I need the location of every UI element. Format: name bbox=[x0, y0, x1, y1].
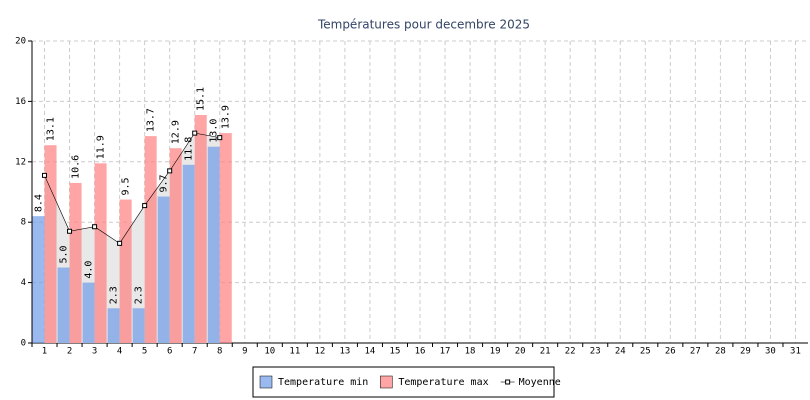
x-tick-label: 19 bbox=[490, 347, 501, 357]
x-tick-label: 9 bbox=[242, 347, 247, 357]
x-tick-label: 1 bbox=[42, 347, 47, 357]
value-label: 10.6 bbox=[71, 155, 82, 179]
value-label: 15.1 bbox=[196, 87, 207, 111]
legend-label: Temperature min bbox=[278, 377, 368, 388]
average-point bbox=[117, 240, 123, 246]
x-tick-label: 16 bbox=[415, 347, 426, 357]
x-tick-label: 7 bbox=[192, 347, 197, 357]
value-label: 12.9 bbox=[171, 120, 182, 144]
average-point bbox=[142, 203, 148, 209]
x-tick-label: 23 bbox=[590, 347, 601, 357]
x-tick-label: 25 bbox=[640, 347, 651, 357]
x-tick-label: 13 bbox=[339, 347, 350, 357]
bar bbox=[44, 145, 57, 343]
x-tick-label: 29 bbox=[740, 347, 751, 357]
legend-swatch bbox=[259, 375, 273, 389]
x-tick-label: 31 bbox=[790, 347, 801, 357]
x-tick-label: 3 bbox=[92, 347, 97, 357]
x-tick-label: 14 bbox=[365, 347, 376, 357]
y-tick-label: 16 bbox=[15, 97, 26, 107]
bar bbox=[132, 308, 145, 343]
x-tick-label: 28 bbox=[715, 347, 726, 357]
value-label: 13.0 bbox=[209, 119, 220, 143]
x-tick-label: 26 bbox=[665, 347, 676, 357]
average-point bbox=[192, 130, 198, 136]
bar bbox=[207, 146, 220, 343]
x-tick-label: 11 bbox=[289, 347, 300, 357]
value-label: 9.7 bbox=[159, 174, 170, 192]
average-point bbox=[92, 224, 98, 230]
x-tick-label: 21 bbox=[540, 347, 551, 357]
bar bbox=[194, 114, 207, 344]
bar bbox=[119, 199, 132, 343]
value-label: 8.4 bbox=[34, 194, 45, 212]
x-tick-label: 4 bbox=[117, 347, 122, 357]
value-label: 2.3 bbox=[134, 286, 145, 304]
average-line bbox=[44, 132, 220, 244]
value-label: 13.1 bbox=[46, 117, 57, 141]
bar bbox=[182, 164, 195, 343]
x-tick-label: 8 bbox=[217, 347, 222, 357]
bar bbox=[157, 196, 170, 343]
bar bbox=[144, 136, 157, 343]
x-tick-label: 24 bbox=[615, 347, 626, 357]
x-tick-label: 2 bbox=[67, 347, 72, 357]
average-point bbox=[67, 228, 73, 234]
average-point bbox=[42, 172, 48, 178]
value-label: 11.8 bbox=[184, 137, 195, 161]
legend-swatch bbox=[380, 375, 393, 389]
bar bbox=[94, 163, 107, 343]
bar bbox=[57, 267, 70, 343]
bar bbox=[82, 282, 95, 343]
y-tick-label: 8 bbox=[21, 218, 26, 228]
x-tick-label: 10 bbox=[264, 347, 275, 357]
average-point bbox=[217, 135, 223, 141]
average-point bbox=[167, 168, 173, 174]
value-label: 13.7 bbox=[146, 108, 157, 132]
y-tick-label: 12 bbox=[15, 157, 26, 167]
bar bbox=[69, 182, 82, 343]
x-tick-label: 17 bbox=[440, 347, 451, 357]
legend-label: Moyenne bbox=[519, 377, 561, 388]
x-tick-label: 30 bbox=[765, 347, 776, 357]
value-label: 13.9 bbox=[221, 105, 232, 129]
x-tick-label: 18 bbox=[465, 347, 476, 357]
x-tick-label: 12 bbox=[314, 347, 325, 357]
value-label: 2.3 bbox=[109, 286, 120, 304]
legend-swatch bbox=[505, 379, 511, 385]
x-tick-label: 6 bbox=[167, 347, 172, 357]
chart-title: Températures pour decembre 2025 bbox=[317, 18, 530, 32]
value-label: 5.0 bbox=[59, 245, 70, 263]
legend-label: Temperature max bbox=[398, 377, 488, 388]
x-tick-label: 27 bbox=[690, 347, 701, 357]
bar bbox=[32, 216, 45, 343]
bar bbox=[107, 308, 120, 343]
bar bbox=[219, 133, 232, 343]
y-tick-label: 20 bbox=[15, 37, 26, 47]
y-tick-label: 4 bbox=[21, 278, 26, 288]
bar bbox=[169, 148, 182, 343]
value-label: 9.5 bbox=[121, 177, 132, 195]
x-tick-label: 5 bbox=[142, 347, 147, 357]
x-tick-label: 20 bbox=[515, 347, 526, 357]
x-tick-label: 22 bbox=[565, 347, 576, 357]
value-label: 11.9 bbox=[96, 135, 107, 159]
value-label: 4.0 bbox=[84, 261, 95, 279]
x-tick-label: 15 bbox=[390, 347, 401, 357]
y-tick-label: 0 bbox=[21, 339, 26, 349]
